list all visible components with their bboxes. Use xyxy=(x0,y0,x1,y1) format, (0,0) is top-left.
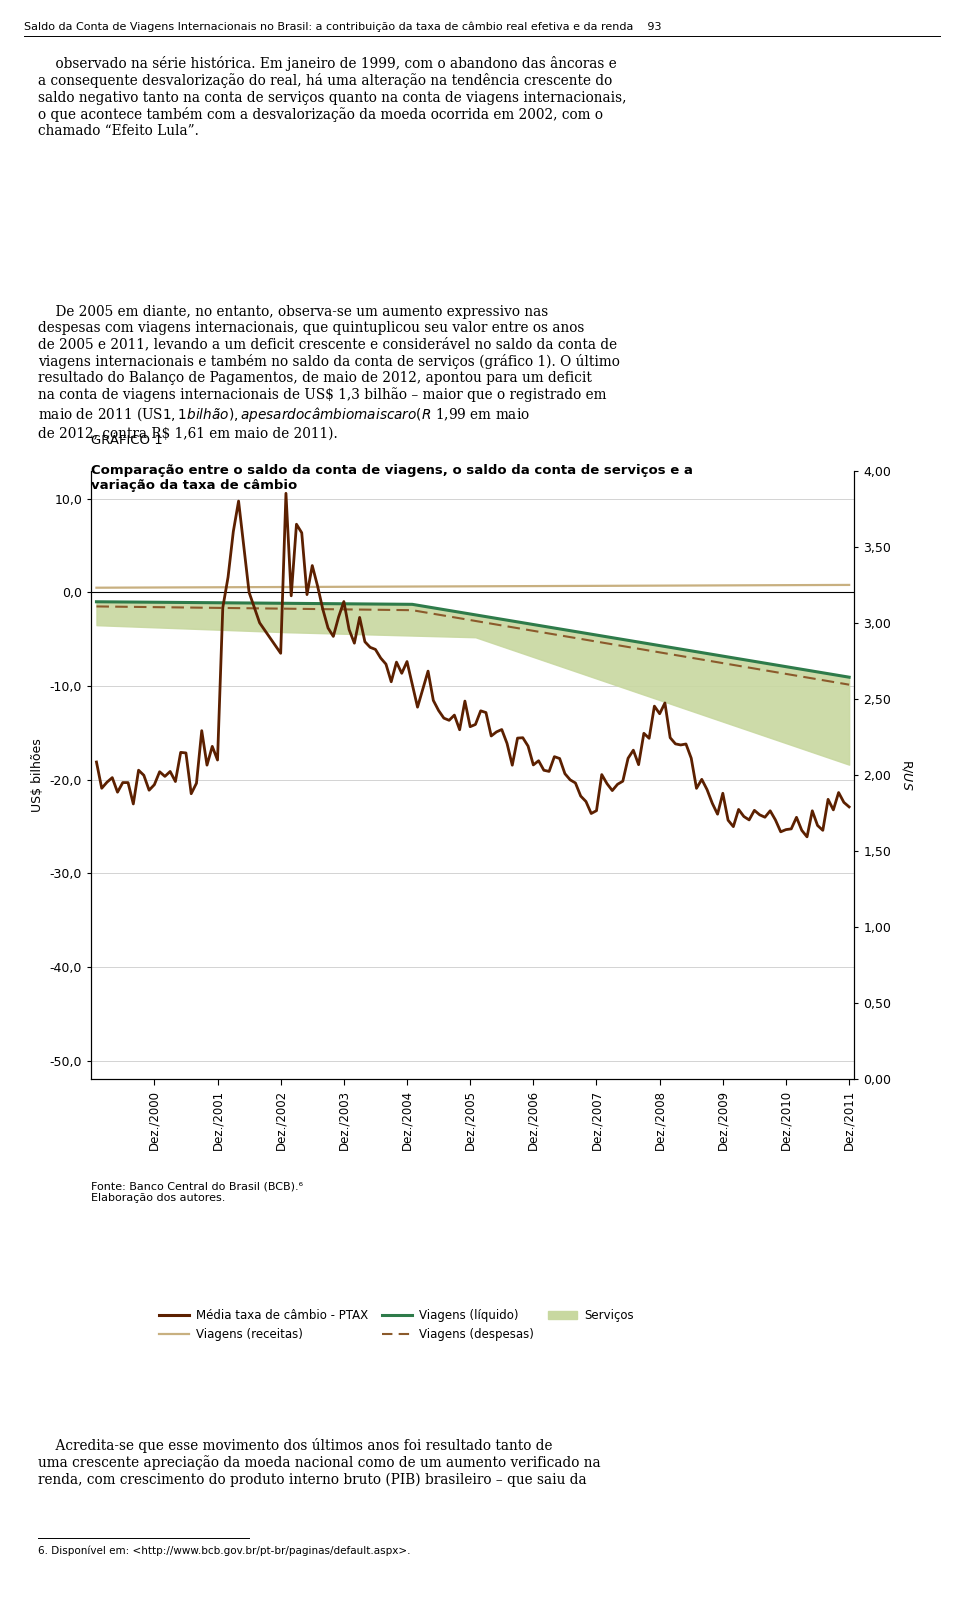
Text: 6. Disponível em: <http://www.bcb.gov.br/pt-br/paginas/default.aspx>.: 6. Disponível em: <http://www.bcb.gov.br… xyxy=(38,1545,411,1555)
Text: Acredita-se que esse movimento dos últimos anos foi resultado tanto de
uma cresc: Acredita-se que esse movimento dos últim… xyxy=(38,1438,601,1487)
Y-axis label: R$/US$: R$/US$ xyxy=(900,760,914,790)
Text: De 2005 em diante, no entanto, observa-se um aumento expressivo nas
despesas com: De 2005 em diante, no entanto, observa-s… xyxy=(38,305,620,440)
Text: Saldo da Conta de Viagens Internacionais no Brasil: a contribuição da taxa de câ: Saldo da Conta de Viagens Internacionais… xyxy=(24,21,661,32)
Y-axis label: US$ bilhões: US$ bilhões xyxy=(31,738,44,812)
Text: observado na série histórica. Em janeiro de 1999, com o abandono das âncoras e
a: observado na série histórica. Em janeiro… xyxy=(38,55,627,138)
Text: Fonte: Banco Central do Brasil (BCB).⁶
Elaboração dos autores.: Fonte: Banco Central do Brasil (BCB).⁶ E… xyxy=(91,1182,303,1203)
Text: GRÁFICO 1: GRÁFICO 1 xyxy=(91,433,163,446)
Text: Comparação entre o saldo da conta de viagens, o saldo da conta de serviços e a
v: Comparação entre o saldo da conta de via… xyxy=(91,464,693,492)
Legend: Média taxa de câmbio - PTAX, Viagens (receitas), Viagens (líquido), Viagens (des: Média taxa de câmbio - PTAX, Viagens (re… xyxy=(155,1305,638,1345)
